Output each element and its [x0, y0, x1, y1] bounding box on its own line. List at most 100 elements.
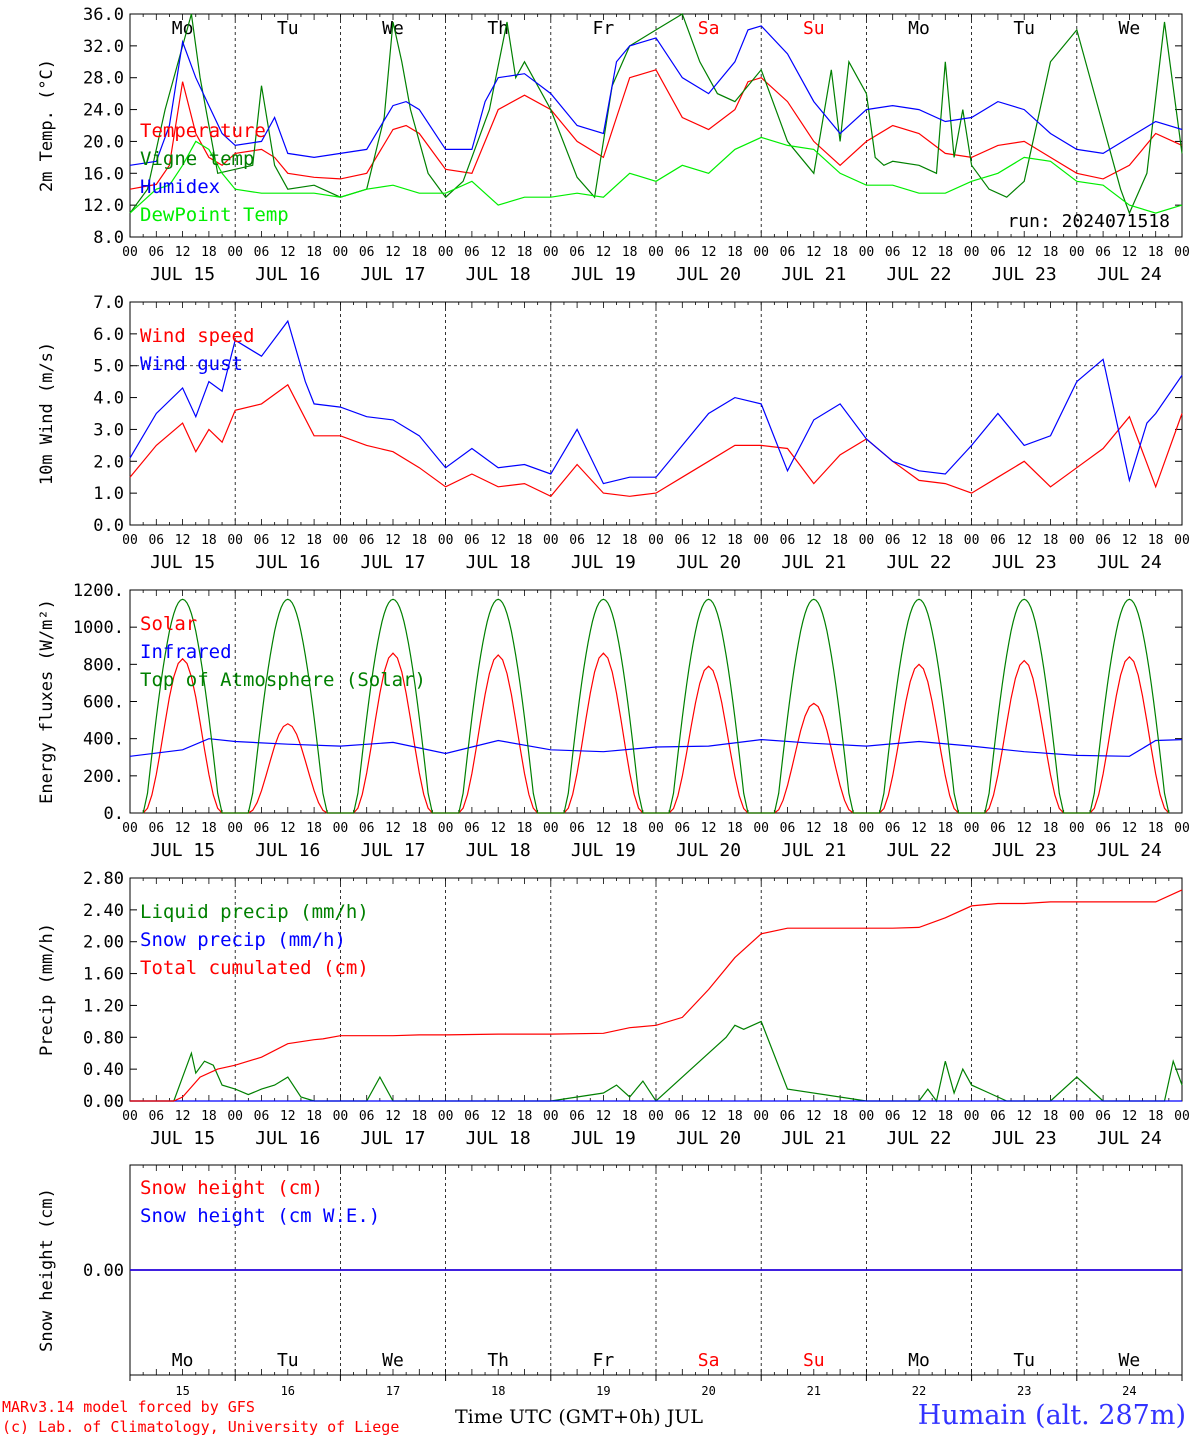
hour-label: 06 [885, 533, 901, 548]
hour-label: 18 [411, 821, 427, 836]
date-label: JUL 18 [466, 264, 531, 285]
hour-label: 06 [990, 533, 1006, 548]
hour-label: 12 [385, 245, 401, 260]
hour-label: 06 [1095, 533, 1111, 548]
weekday-label: Tu [1013, 1350, 1035, 1371]
hour-label: 06 [780, 533, 796, 548]
weekday-label: Mo [172, 1350, 194, 1371]
weekday-label: Mo [908, 1350, 930, 1371]
y-axis-title: Energy fluxes (W/m²) [37, 599, 57, 804]
y-tick-label: 2.40 [83, 901, 124, 921]
weekday-label: We [1119, 18, 1141, 39]
hour-label: 06 [1095, 821, 1111, 836]
hour-label: 06 [254, 245, 270, 260]
hour-label: 12 [1122, 533, 1138, 548]
hour-label: 00 [543, 245, 559, 260]
hour-label: 18 [517, 245, 533, 260]
date-label: JUL 19 [571, 840, 636, 861]
weekday-label: Mo [908, 18, 930, 39]
hour-label: 06 [569, 1109, 585, 1124]
hour-label: 12 [596, 1109, 612, 1124]
series-line-liquid-precip-mm-h- [130, 1020, 1183, 1103]
hour-label: 00 [753, 821, 769, 836]
time-axis-title: Time UTC (GMT+0h) JUL [455, 1406, 703, 1428]
date-label: JUL 20 [676, 552, 741, 573]
hour-label: 00 [122, 1109, 138, 1124]
hour-label: 00 [964, 245, 980, 260]
hour-label: 18 [201, 1109, 217, 1124]
hour-label: 06 [1095, 1109, 1111, 1124]
date-label: JUL 22 [886, 264, 951, 285]
hour-label: 00 [333, 533, 349, 548]
hour-label: 18 [201, 245, 217, 260]
hour-label: 18 [1148, 533, 1164, 548]
weekday-label: Fr [593, 18, 615, 39]
weekday-label: Mo [172, 18, 194, 39]
hour-label: 00 [1069, 1109, 1085, 1124]
hour-label: 06 [359, 821, 375, 836]
legend-entry: Wind speed [140, 325, 254, 347]
hour-label: 12 [385, 533, 401, 548]
hour-label: 18 [306, 533, 322, 548]
date-label: JUL 18 [466, 840, 531, 861]
series-line-wind-gust [129, 319, 1183, 485]
date-label: JUL 23 [992, 840, 1057, 861]
y-tick-label: 0.80 [83, 1028, 124, 1048]
hour-label: 06 [674, 533, 690, 548]
y-axis-title: Snow height (cm) [37, 1188, 57, 1352]
y-tick-label: 24.0 [83, 101, 124, 121]
hour-label: 12 [701, 533, 717, 548]
y-tick-label: 1.60 [83, 965, 124, 985]
legend-entry: Top of Atmosphere (Solar) [140, 669, 426, 691]
date-label: JUL 22 [886, 840, 951, 861]
hour-label: 00 [1069, 821, 1085, 836]
y-tick-label: 16.0 [83, 164, 124, 184]
hour-label: 00 [227, 1109, 243, 1124]
y-tick-label: 3.0 [93, 420, 124, 440]
date-label: JUL 21 [781, 264, 846, 285]
hour-label: 00 [227, 821, 243, 836]
hour-label: 12 [1122, 821, 1138, 836]
hour-label: 12 [490, 1109, 506, 1124]
day-number-label: 19 [596, 1384, 610, 1398]
hour-label: 18 [517, 821, 533, 836]
legend-entry: Infrared [140, 641, 232, 663]
hour-label: 12 [385, 821, 401, 836]
hour-label: 00 [227, 245, 243, 260]
hour-label: 12 [1016, 533, 1032, 548]
day-number-label: 21 [807, 1384, 821, 1398]
hour-label: 12 [911, 245, 927, 260]
hour-label: 12 [911, 533, 927, 548]
hour-label: 12 [596, 821, 612, 836]
hour-label: 18 [1043, 821, 1059, 836]
hour-label: 00 [333, 821, 349, 836]
y-tick-label: 0.00 [83, 1261, 124, 1281]
y-axis-title: Precip (mm/h) [37, 923, 57, 1056]
date-label: JUL 16 [255, 264, 320, 285]
hour-label: 00 [1174, 245, 1190, 260]
date-label: JUL 15 [150, 264, 215, 285]
panel-frame [129, 589, 1183, 814]
series-line-total-cumulated-cm- [130, 889, 1183, 1102]
date-label: JUL 15 [150, 840, 215, 861]
hour-label: 18 [937, 821, 953, 836]
hour-label: 00 [648, 533, 664, 548]
run-label: run: 2024071518 [1007, 211, 1170, 232]
date-label: JUL 20 [676, 1128, 741, 1149]
date-label: JUL 24 [1097, 264, 1162, 285]
weekday-label: Th [487, 18, 509, 39]
hour-label: 06 [464, 245, 480, 260]
date-label: JUL 17 [360, 840, 425, 861]
model-credit: MARv3.14 model forced by GFS [2, 1398, 255, 1416]
hour-label: 18 [937, 245, 953, 260]
hour-label: 18 [622, 1109, 638, 1124]
legend-entry: Humidex [140, 176, 220, 198]
legend-entry: Solar [140, 613, 197, 635]
hour-label: 18 [622, 245, 638, 260]
hour-label: 12 [701, 1109, 717, 1124]
hour-label: 06 [990, 821, 1006, 836]
hour-label: 12 [490, 821, 506, 836]
hour-label: 12 [806, 533, 822, 548]
hour-label: 06 [148, 1109, 164, 1124]
